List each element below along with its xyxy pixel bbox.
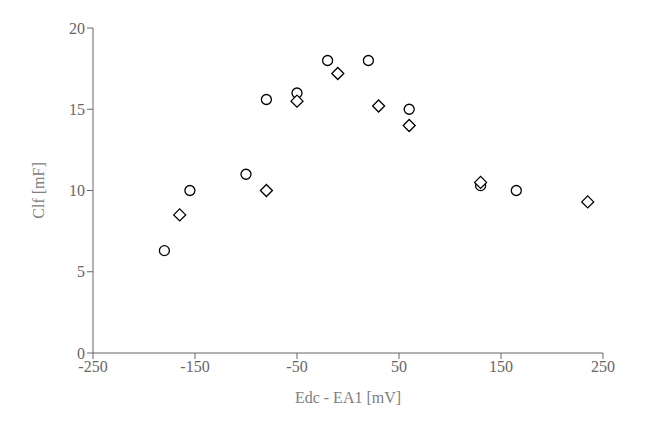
- svg-text:150: 150: [489, 358, 513, 375]
- svg-text:20: 20: [69, 20, 85, 37]
- svg-text:250: 250: [591, 358, 615, 375]
- svg-text:Clf [mF]: Clf [mF]: [30, 162, 47, 218]
- svg-text:Edc - EA1 [mV]: Edc - EA1 [mV]: [295, 389, 401, 406]
- svg-text:5: 5: [77, 263, 85, 280]
- svg-text:-250: -250: [78, 358, 108, 376]
- svg-text:-150: -150: [180, 358, 209, 375]
- svg-text:10: 10: [69, 182, 85, 199]
- svg-text:0: 0: [77, 345, 85, 362]
- svg-text:-50: -50: [286, 358, 307, 375]
- svg-text:15: 15: [69, 101, 85, 118]
- svg-text:50: 50: [391, 358, 407, 375]
